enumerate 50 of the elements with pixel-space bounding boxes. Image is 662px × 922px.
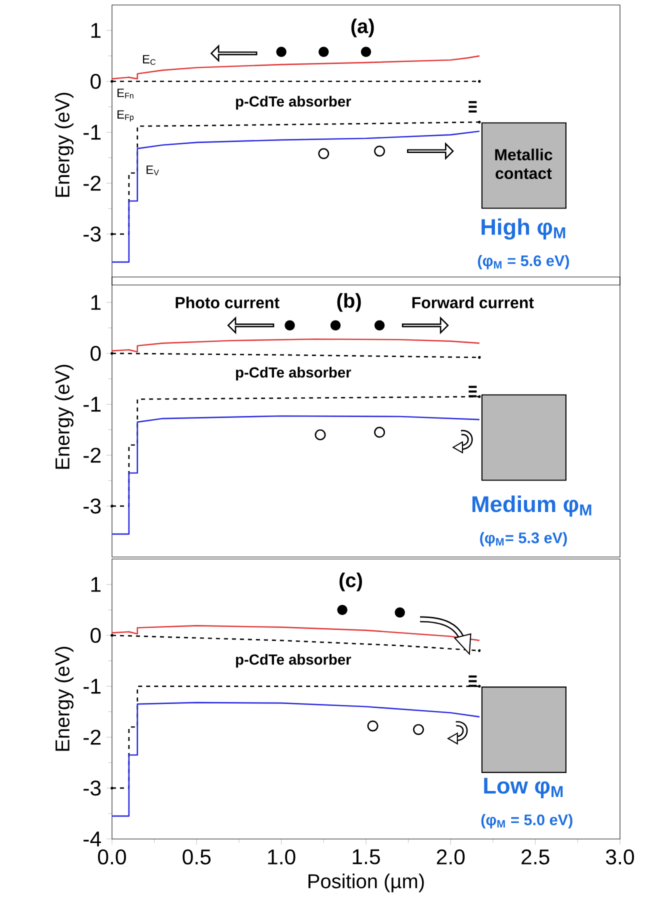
y-tick-label: 1 — [91, 577, 101, 592]
series-label: E$_{V}$ — [146, 166, 159, 176]
line-series — [111, 338, 480, 353]
y-tick-label: -1 — [84, 678, 101, 694]
y-tick-label: -3 — [84, 226, 101, 242]
y-tick-label: -1 — [84, 124, 101, 140]
y-tick-label: -1 — [84, 396, 101, 412]
y-tick-label: -3 — [84, 498, 101, 514]
line-series — [111, 702, 480, 817]
y-axis-title: Energy (eV) — [54, 646, 74, 751]
x-tick-label: 3.0 — [606, 849, 634, 865]
x-tick-label: 0.5 — [182, 849, 211, 865]
y-tick-label: -2 — [84, 448, 101, 463]
series-label: E$_{C}$ — [143, 55, 156, 65]
series-label: E$_{Fn}$ — [118, 88, 134, 98]
annotation: Medium φ$_{M}$ — [472, 496, 592, 517]
y-tick-label: 1 — [91, 23, 101, 38]
y-axis-title: Energy (eV) — [54, 92, 74, 197]
x-tick-label: 2.0 — [436, 849, 465, 865]
x-tick-label: 2.5 — [522, 849, 550, 865]
y-tick-label: 0 — [90, 346, 101, 361]
text: (a) — [351, 18, 374, 38]
annotation: (φ$_{M}$ = 5.6 eV) — [478, 254, 570, 270]
annotation: Metallic contact — [495, 148, 552, 180]
text: (c) — [340, 572, 362, 592]
x-axis-title: Position (µm) — [308, 874, 424, 892]
annotation: p-CdTe absorber — [236, 654, 352, 668]
y-tick-label: -2 — [84, 730, 101, 745]
y-tick-label: 0 — [90, 74, 101, 89]
y-axis-title: Energy (eV) — [54, 364, 74, 469]
line-series — [111, 55, 480, 80]
x-tick-label: 0.0 — [98, 849, 126, 865]
series-label: E$_{Fp}$ — [118, 110, 134, 122]
y-tick-label: 1 — [91, 295, 101, 310]
annotation: (φ$_{M}$= 5.3 eV) — [480, 532, 567, 546]
y-tick-label: 0 — [90, 628, 101, 643]
x-tick-label: 1.5 — [352, 849, 380, 864]
annotation: (φ$_{M}$ = 5.0 eV) — [481, 814, 572, 828]
text: (b) — [337, 293, 361, 312]
annotation: p-CdTe absorber — [236, 96, 352, 110]
y-tick-label: -2 — [84, 176, 101, 191]
y-tick-label: -4 — [84, 832, 101, 846]
annotation: High φ$_{M}$ — [482, 218, 566, 240]
annotation: Forward current — [412, 296, 534, 308]
annotation: p-CdTe absorber — [236, 366, 352, 381]
x-tick-label: 1.0 — [268, 849, 296, 865]
annotation: Photo current — [176, 296, 280, 308]
annotation: Low φ$_{M}$ — [484, 778, 563, 798]
y-tick-label: -3 — [84, 780, 101, 796]
line-series — [111, 625, 480, 642]
